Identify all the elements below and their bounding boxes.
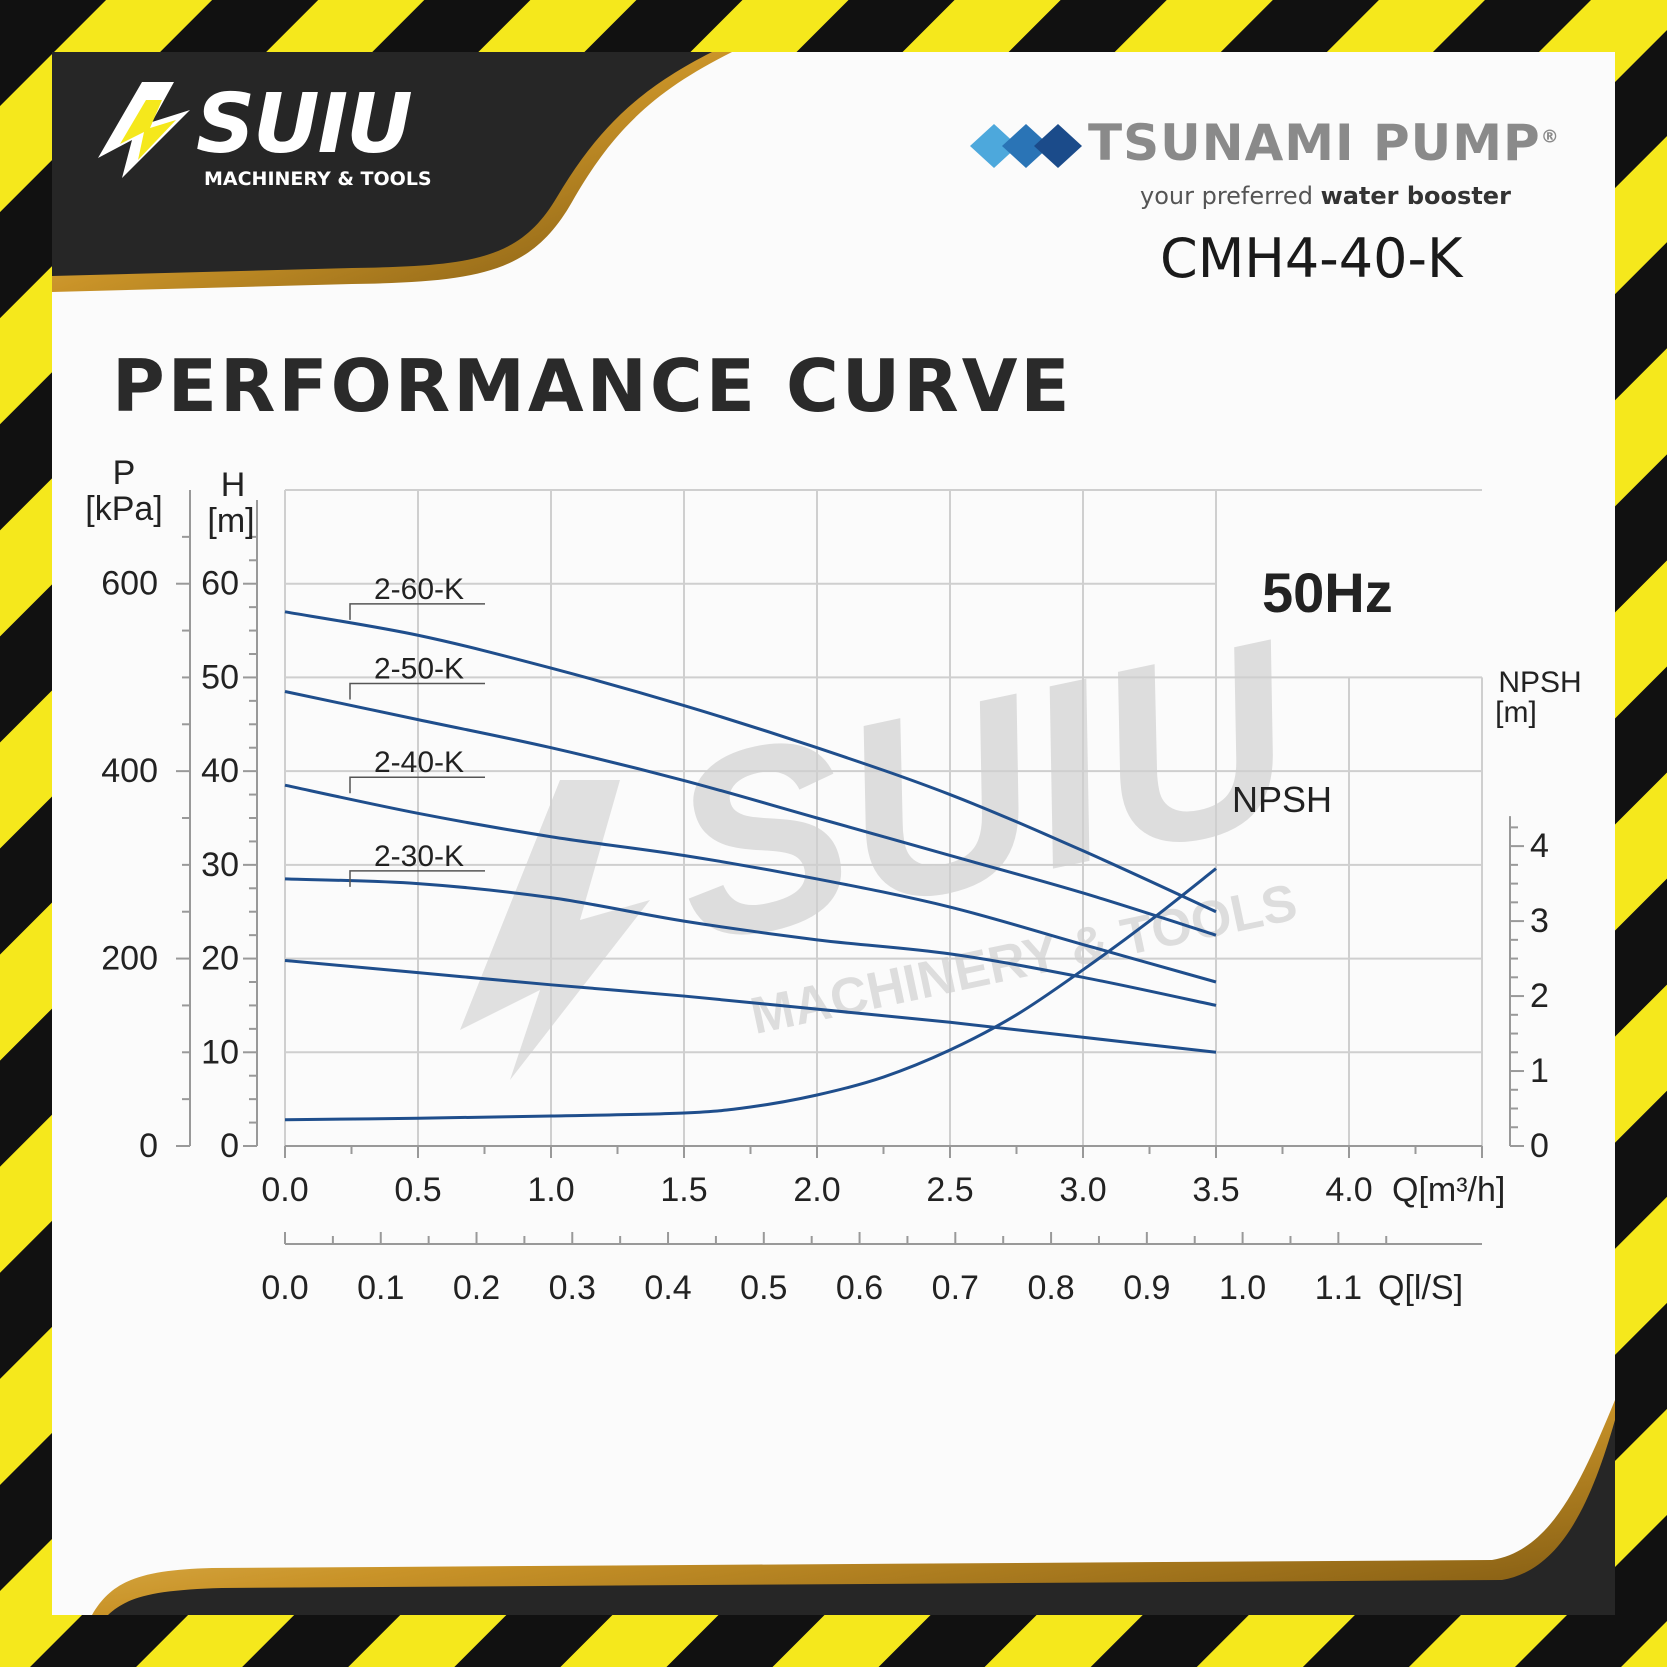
q-tick-label: 2.5	[926, 1171, 973, 1209]
bolt-icon	[98, 82, 190, 178]
series-leader	[349, 870, 485, 887]
model-number: CMH4-40-K	[1160, 227, 1463, 290]
chart-axes: 0102030405060H[m]0200400600P[kPa]01234NP…	[85, 454, 1581, 1307]
chart-curves	[284, 610, 1217, 1122]
qls-tick-label: 0.4	[644, 1269, 691, 1307]
head-tick-label: 20	[201, 940, 239, 978]
npsh-axis-unit: [m]	[1495, 696, 1537, 729]
series-label: 2-50-K	[374, 652, 464, 685]
q-tick-label: 1.5	[660, 1171, 707, 1209]
npsh-tick-label: 4	[1530, 827, 1549, 865]
q-axis-title: Q[m³/h]	[1392, 1171, 1505, 1209]
qls-axis-title: Q[l/S]	[1378, 1269, 1463, 1307]
pressure-tick-label: 600	[101, 565, 158, 603]
q-tick-label: 4.0	[1325, 1171, 1372, 1209]
curve-2-40-k	[284, 783, 1217, 984]
q-tick-label: 3.0	[1059, 1171, 1106, 1209]
npsh-tick-label: 0	[1530, 1127, 1549, 1165]
curve-2-50-k	[284, 690, 1217, 937]
chart-grid	[284, 489, 1483, 1147]
qls-tick-label: 0.0	[261, 1269, 308, 1307]
tsunami-diamonds-icon	[970, 124, 1082, 168]
logo-banner	[52, 52, 732, 292]
qls-tick-label: 0.8	[1027, 1269, 1074, 1307]
series-label: 2-60-K	[374, 573, 464, 606]
content-panel	[52, 52, 1615, 1615]
qls-tick-label: 0.7	[932, 1269, 979, 1307]
series-label: 2-40-K	[374, 746, 464, 779]
head-tick-label: 10	[201, 1033, 239, 1071]
head-axis-title: H	[221, 466, 246, 504]
npsh-axis-title: NPSH	[1498, 666, 1581, 699]
maker-name: TSUNAMI PUMP®	[1088, 114, 1560, 172]
q-tick-label: 1.0	[527, 1171, 574, 1209]
npsh-tick-label: 3	[1530, 902, 1549, 940]
curve-5	[284, 958, 1217, 1054]
npsh-tick-label: 1	[1530, 1052, 1549, 1090]
logo-subtitle: MACHINERY & TOOLS	[204, 168, 432, 190]
frequency-label: 50Hz	[1262, 561, 1393, 624]
head-tick-label: 40	[201, 752, 239, 790]
qls-tick-label: 1.0	[1219, 1269, 1266, 1307]
qls-tick-label: 0.3	[549, 1269, 596, 1307]
qls-tick-label: 1.1	[1315, 1269, 1362, 1307]
pressure-tick-label: 400	[101, 752, 158, 790]
q-tick-label: 0.5	[394, 1171, 441, 1209]
logo-wordmark: SUIU	[196, 77, 413, 172]
head-tick-label: 50	[201, 658, 239, 696]
curve-2-30-k	[284, 877, 1217, 1007]
series-leader	[349, 603, 485, 620]
head-tick-label: 30	[201, 846, 239, 884]
maker-tagline: your preferred water booster	[1140, 182, 1511, 210]
pressure-axis-title: P	[113, 454, 136, 492]
pressure-tick-label: 200	[101, 940, 158, 978]
npsh-tick-label: 2	[1530, 977, 1549, 1015]
q-tick-label: 0.0	[261, 1171, 308, 1209]
pressure-axis-unit: [kPa]	[85, 490, 162, 528]
bottom-banner	[92, 1400, 1615, 1615]
qls-tick-label: 0.1	[357, 1269, 404, 1307]
pressure-tick-label: 0	[139, 1127, 158, 1165]
qls-tick-label: 0.9	[1123, 1269, 1170, 1307]
series-label: 2-30-K	[374, 840, 464, 873]
head-axis-unit: [m]	[207, 502, 254, 540]
q-tick-label: 2.0	[793, 1171, 840, 1209]
curve-2-60-k	[284, 610, 1217, 914]
curve-npsh	[284, 867, 1217, 1122]
series-label: NPSH	[1232, 779, 1332, 820]
head-tick-label: 0	[220, 1127, 239, 1165]
series-leader	[349, 776, 485, 794]
q-tick-label: 3.5	[1192, 1171, 1239, 1209]
series-leader	[349, 682, 485, 700]
qls-tick-label: 0.5	[740, 1269, 787, 1307]
qls-tick-label: 0.2	[453, 1269, 500, 1307]
chart-labels: 50Hz 2-60-K 2-50-K 2-40-K 2-30-K NPSH	[349, 561, 1393, 887]
head-tick-label: 60	[201, 565, 239, 603]
qls-tick-label: 0.6	[836, 1269, 883, 1307]
page-title: PERFORMANCE CURVE	[112, 344, 1073, 428]
watermark-logo: SUIU MACHINERY & TOOLS	[460, 585, 1322, 1080]
